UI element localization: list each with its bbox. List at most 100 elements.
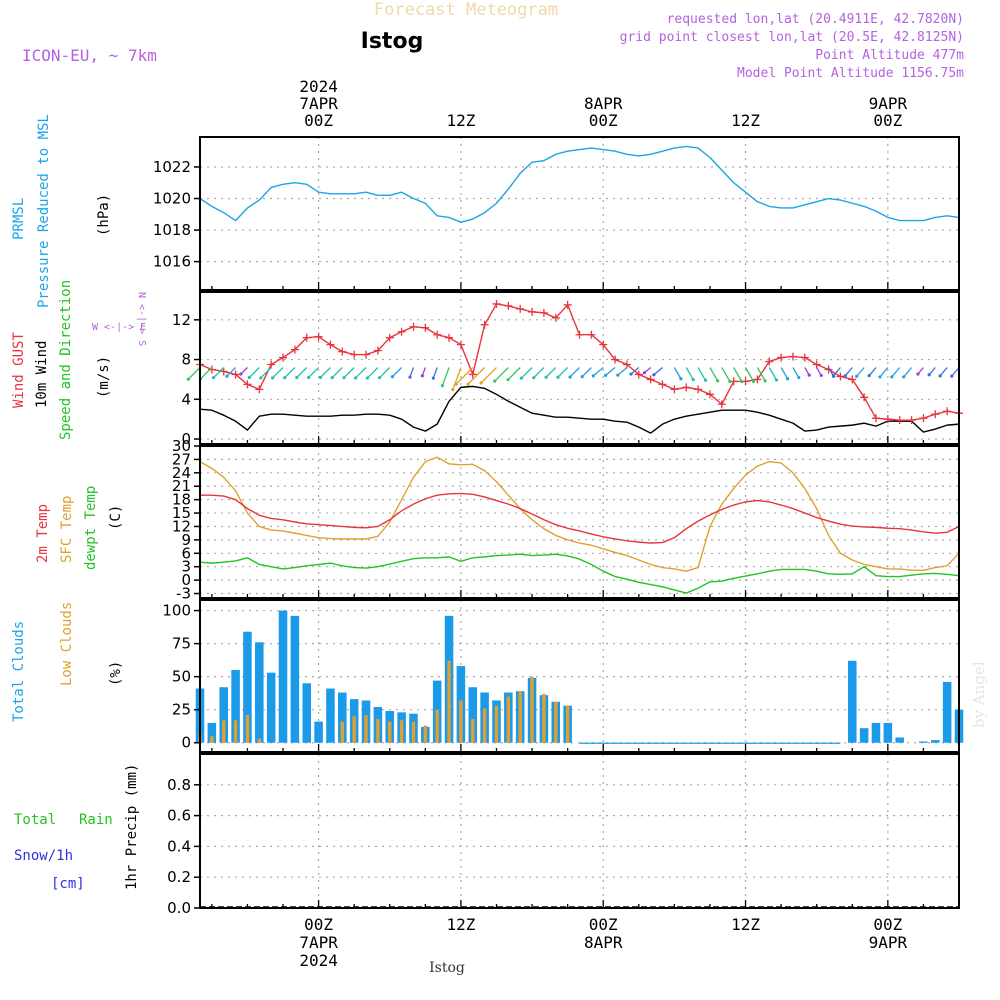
- gust-marker: [694, 385, 703, 394]
- wind-arrow: [391, 367, 403, 378]
- ytick-label-wind-8: 8: [181, 351, 191, 369]
- dewpt-line: [199, 553, 960, 594]
- low-cloud-bar: [447, 660, 451, 743]
- gust-marker: [231, 370, 240, 379]
- gust-marker: [480, 320, 489, 329]
- prmsl-label: PRMSL: [11, 198, 27, 240]
- gust-marker: [314, 332, 323, 341]
- gust-marker: [421, 323, 430, 332]
- ytick-label-temp-30: 30: [172, 437, 191, 455]
- wind-arrow: [879, 367, 889, 378]
- low-cloud-bar: [352, 716, 356, 743]
- wind-arrow-head: [307, 375, 311, 380]
- bottom-time-label: 7APR: [299, 933, 338, 952]
- top-time-label: 12Z: [731, 111, 760, 130]
- low-cloud-bar: [435, 709, 439, 743]
- gust-marker: [753, 375, 762, 384]
- gust-marker: [824, 365, 833, 374]
- wind-arrow: [455, 367, 474, 385]
- wind-arrow: [697, 367, 707, 381]
- ytick-label-temp-9: 9: [181, 531, 191, 549]
- wind-arrow-head: [890, 375, 894, 379]
- wind-arrow-head: [752, 379, 756, 384]
- frame-temp: [199, 445, 960, 599]
- wind-arrow-head: [295, 375, 299, 380]
- wind-arrow-head: [259, 376, 263, 380]
- gust-marker: [883, 415, 892, 424]
- frame-precip: [199, 753, 960, 909]
- gust-marker: [800, 353, 809, 362]
- wind-arrow: [721, 367, 731, 382]
- wind-arrow-head: [629, 372, 633, 376]
- sfc-temp-label: SFC Temp: [59, 496, 75, 563]
- low-cloud-bar: [411, 721, 416, 743]
- bottom-time-label: 12Z: [446, 915, 475, 934]
- top-time-label: 8APR: [584, 94, 623, 113]
- wind-arrow: [452, 367, 462, 390]
- wind-arrow-head: [408, 375, 412, 379]
- total-cloud-bar: [255, 642, 264, 743]
- sfc-temp-line: [199, 456, 960, 572]
- footer-station: Istog: [429, 960, 465, 976]
- wind-arrow: [592, 367, 604, 377]
- total-cloud-bar: [266, 672, 276, 743]
- total-cloud-bar: [942, 681, 952, 743]
- wind-arrow-head: [479, 381, 483, 385]
- gust-marker: [919, 414, 928, 423]
- wind-arrow-head: [186, 377, 190, 381]
- ytick-label-temp-27: 27: [172, 450, 191, 468]
- gust-marker: [575, 330, 584, 339]
- t2m-label: 2m Temp: [35, 504, 51, 563]
- gust-marker: [788, 352, 797, 361]
- ytick-label-clouds-25: 25: [172, 701, 191, 719]
- gust-marker: [848, 375, 857, 384]
- frame-pressure: [199, 136, 960, 291]
- grid-layer: [200, 137, 959, 909]
- wind-arrow-head: [786, 377, 790, 381]
- wind-unit-label: (m/s): [96, 356, 112, 398]
- wind-arrow-head: [867, 373, 871, 378]
- gust-marker: [599, 340, 608, 349]
- wind-arrow: [744, 367, 755, 382]
- wind-arrow-head: [211, 376, 216, 380]
- wind-arrow: [605, 367, 616, 376]
- ytick-label-precip-0.8: 0.8: [167, 776, 191, 794]
- ytick-label-clouds-50: 50: [172, 668, 191, 686]
- top-time-label: 00Z: [589, 111, 618, 130]
- gust-marker: [836, 372, 845, 381]
- wind-arrow: [331, 367, 343, 379]
- wind-arrow: [756, 367, 766, 382]
- low-cloud-bar: [494, 705, 499, 743]
- bottom-time-label: 00Z: [873, 915, 902, 934]
- low-cloud-bar: [233, 720, 238, 743]
- gust-marker: [492, 299, 501, 308]
- clouds-unit-label: (%): [108, 661, 124, 686]
- gust-marker: [551, 313, 560, 322]
- wind-arrow-head: [440, 384, 445, 388]
- wind-arrow-head: [493, 379, 497, 383]
- wind-arrow: [409, 367, 415, 378]
- ytick-label-clouds-0: 0: [181, 734, 191, 752]
- total-cloud-bar: [468, 687, 478, 743]
- wind10m-label: 10m Wind: [34, 341, 50, 408]
- temp-unit-label: (C): [108, 505, 124, 530]
- low-cloud-bar: [471, 718, 475, 743]
- ytick-label-temp-0: 0: [181, 571, 191, 589]
- top-time-label: 9APR: [869, 94, 908, 113]
- wind-arrow: [467, 367, 486, 385]
- wind-arrow-head: [703, 378, 708, 382]
- low-clouds-label: Low Clouds: [59, 602, 75, 686]
- wind-arrow: [320, 367, 331, 378]
- requested-coords: requested lon,lat (20.4911E, 42.7820N): [667, 12, 964, 27]
- wind-arrow: [355, 367, 367, 379]
- gust-marker: [658, 380, 667, 389]
- wind-arrow-head: [420, 374, 424, 378]
- gust-marker: [433, 330, 442, 339]
- wind-arrow-head: [642, 371, 647, 375]
- ytick-label-precip-0: 0.0: [167, 899, 191, 917]
- ytick-label-temp-6: 6: [181, 544, 191, 562]
- low-cloud-bar: [245, 714, 250, 743]
- grid-coords: grid point closest lon,lat (20.5E, 42.81…: [620, 30, 964, 45]
- gust-marker: [895, 416, 904, 425]
- gust-marker: [219, 367, 228, 376]
